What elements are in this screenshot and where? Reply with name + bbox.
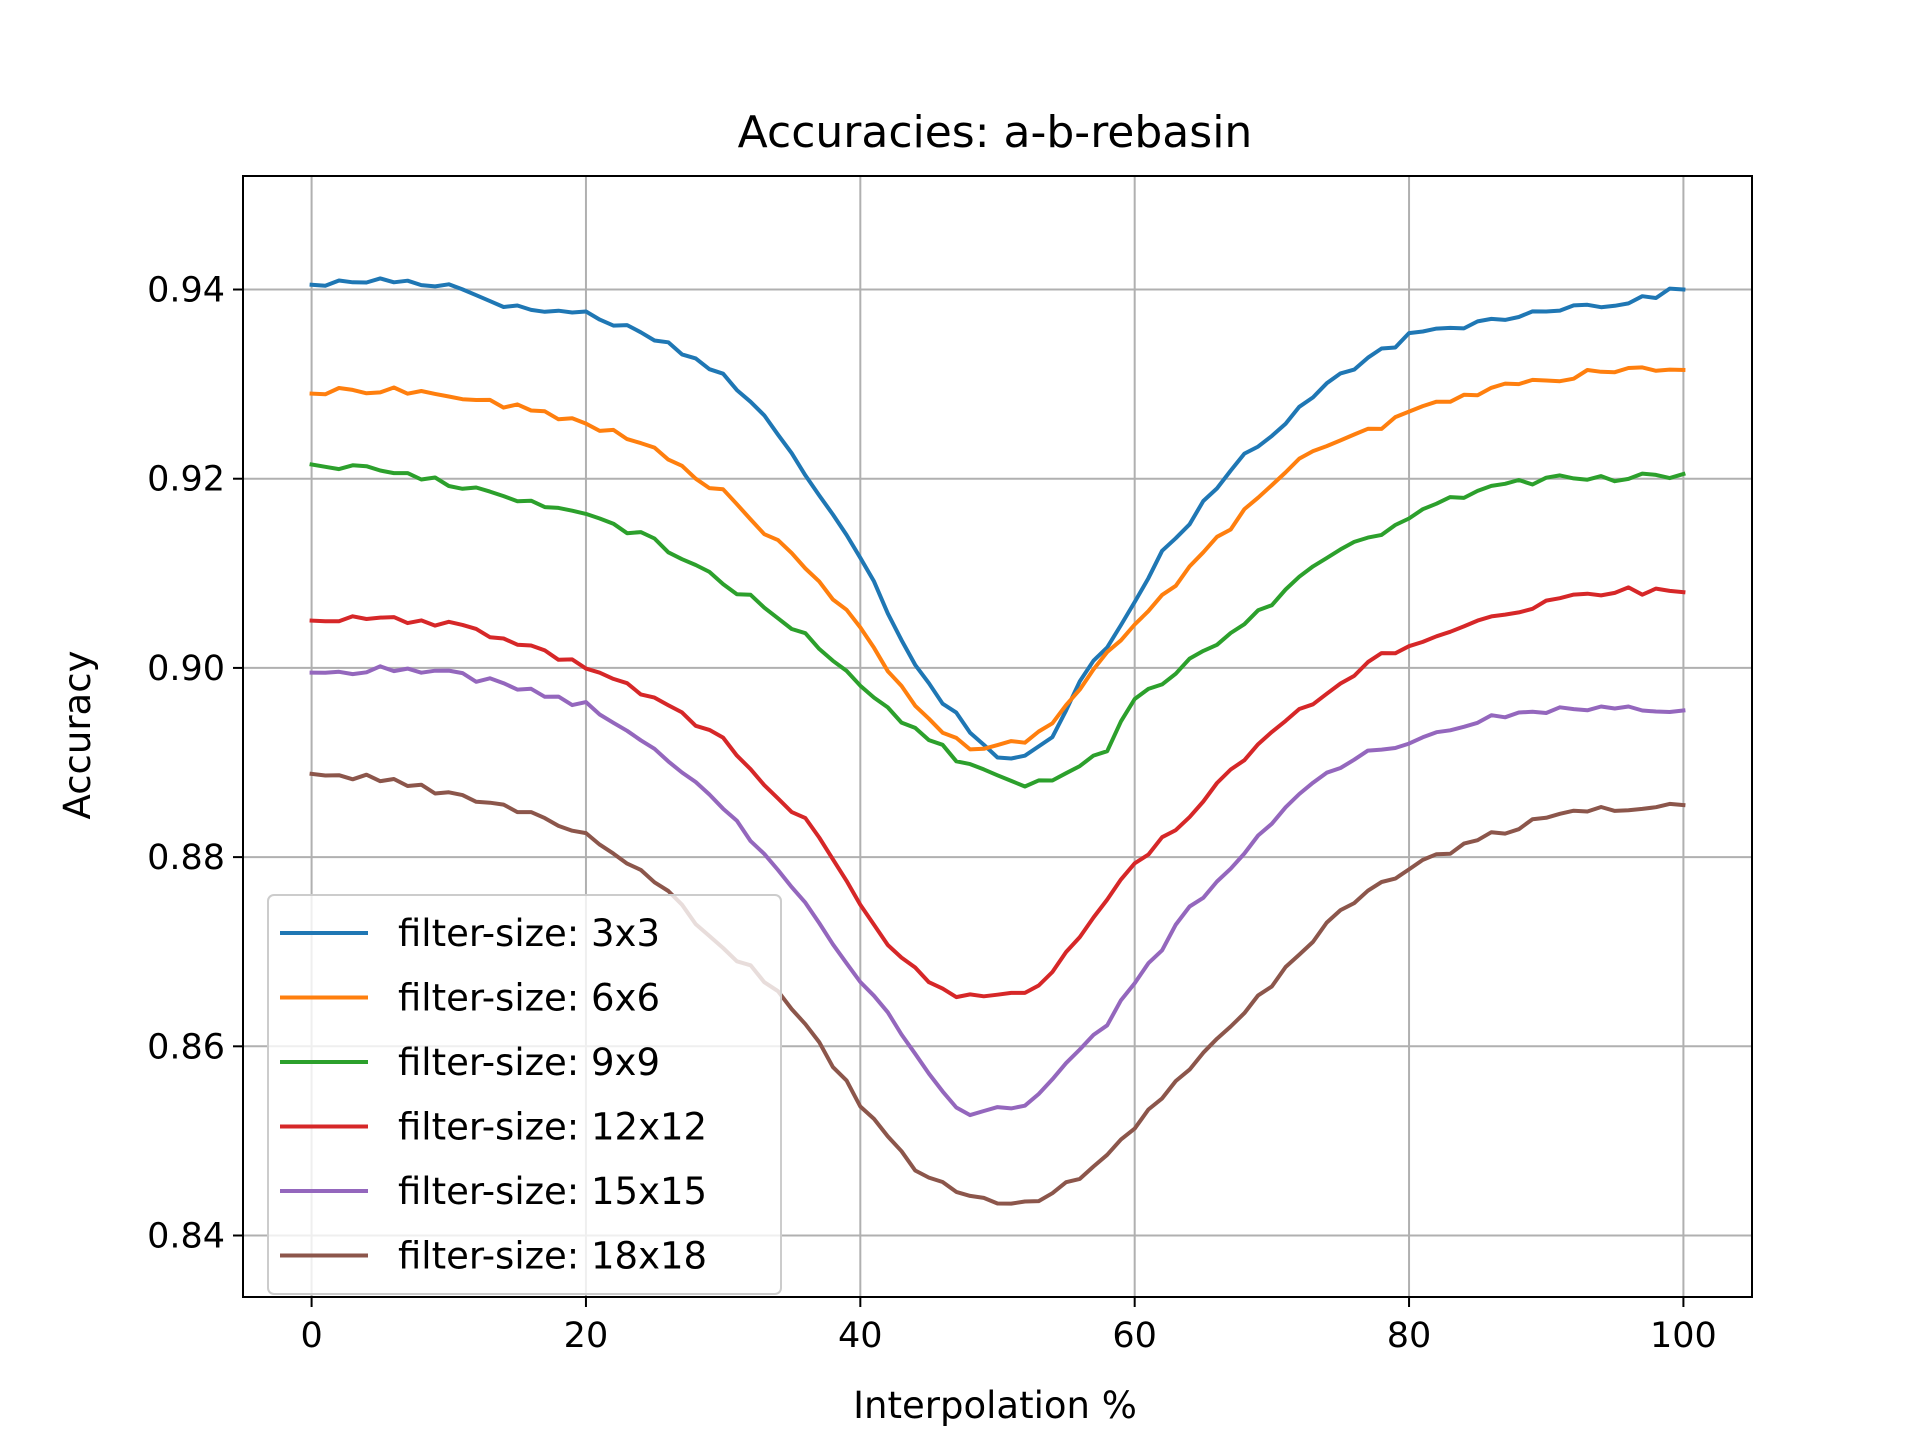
x-tick-label: 80	[1387, 1316, 1432, 1356]
y-tick-label: 0.88	[147, 838, 225, 878]
series-line-4	[309, 585, 1686, 1000]
x-tick-label: 100	[1650, 1316, 1717, 1356]
series-line-1	[309, 276, 1686, 761]
legend-label: filter-size: 6x6	[398, 977, 660, 1020]
y-tick-label: 0.84	[147, 1217, 225, 1257]
y-tick-label: 0.90	[147, 649, 225, 689]
x-axis-label: Interpolation %	[853, 1384, 1137, 1427]
y-tick-label: 0.94	[147, 271, 225, 311]
x-tick-label: 0	[300, 1316, 322, 1356]
series-line-2	[309, 365, 1686, 752]
legend-label: filter-size: 15x15	[398, 1170, 707, 1213]
legend-box	[267, 894, 782, 1295]
x-tick-label: 20	[564, 1316, 609, 1356]
x-tick-label: 40	[838, 1316, 883, 1356]
legend: filter-size: 3x3 filter-size: 6x6 filter-s…	[267, 894, 782, 1295]
y-tick-label: 0.92	[147, 460, 225, 500]
chart-title: Accuracies: a-b-rebasin	[738, 107, 1253, 158]
series-line-3	[309, 462, 1686, 789]
legend-label: filter-size: 18x18	[398, 1235, 707, 1278]
legend-label: filter-size: 12x12	[398, 1106, 707, 1149]
series-line-5	[309, 664, 1686, 1118]
series-line-6	[309, 771, 1686, 1206]
series-lines	[309, 276, 1686, 1206]
legend-label: filter-size: 9x9	[398, 1041, 660, 1084]
y-tick-label: 0.86	[147, 1027, 225, 1067]
plot-frame	[242, 175, 1753, 1298]
legend-label: filter-size: 3x3	[398, 912, 660, 955]
y-axis-label: Accuracy	[56, 651, 99, 820]
x-tick-label: 60	[1112, 1316, 1157, 1356]
axis-ticks: 0 20 40 60 80 100 0.84 0.86 0.88 0.90 0.92 0.94	[147, 271, 1717, 1356]
